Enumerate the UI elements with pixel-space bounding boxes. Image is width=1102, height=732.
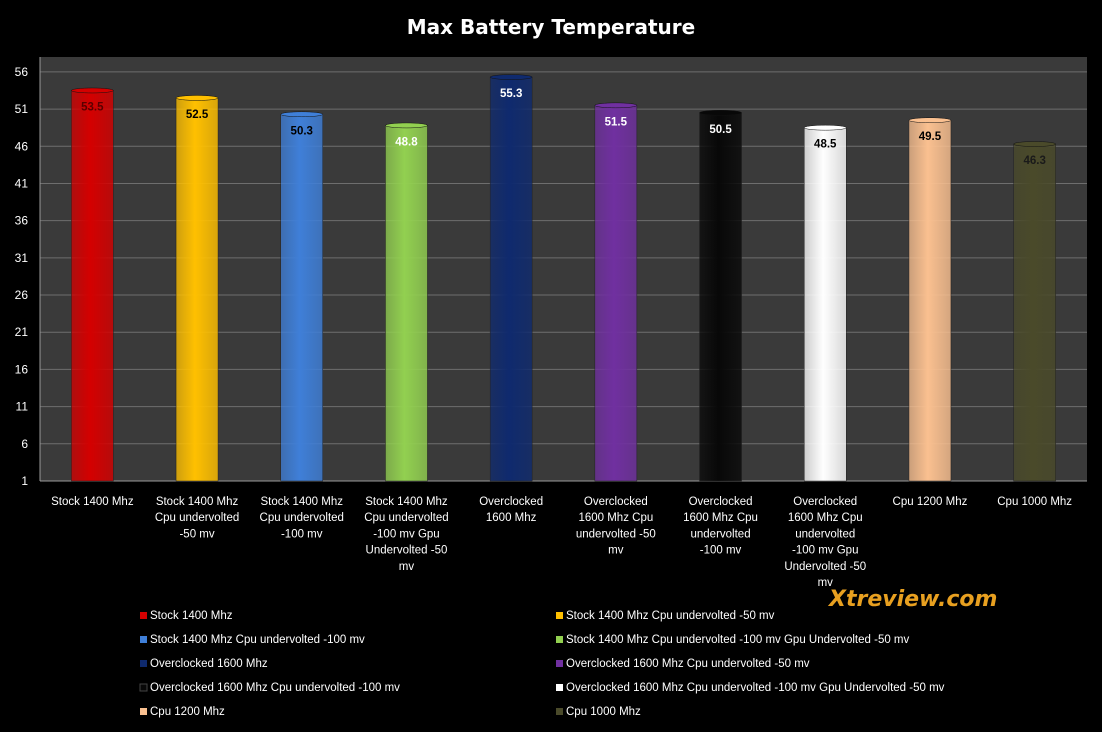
watermark: Xtreview.com bbox=[827, 587, 997, 612]
data-label: 50.3 bbox=[291, 125, 313, 137]
y-tick-label: 36 bbox=[15, 214, 29, 228]
x-category-label: Overclocked 1600 Mhz Cpu undervolted -100 m… bbox=[683, 496, 758, 557]
legend-swatch bbox=[556, 660, 563, 667]
legend-label: Stock 1400 Mhz Cpu undervolted -100 mv bbox=[150, 634, 365, 646]
x-category-label: Stock 1400 Mhz Cpu undervolted -100 mv bbox=[260, 496, 344, 540]
bar-cap bbox=[71, 87, 114, 94]
legend-label: Overclocked 1600 Mhz bbox=[150, 658, 268, 670]
x-category-label: Stock 1400 Mhz bbox=[51, 496, 134, 508]
x-category-label: Stock 1400 Mhz Cpu undervolted -50 mv bbox=[155, 496, 239, 540]
legend-swatch bbox=[556, 612, 563, 619]
data-label: 46.3 bbox=[1023, 155, 1045, 167]
chart-title: Max Battery Temperature bbox=[407, 15, 695, 39]
bar bbox=[1013, 143, 1056, 482]
legend-swatch bbox=[139, 683, 148, 692]
bar-cap bbox=[1013, 141, 1056, 147]
legend-label: Cpu 1000 Mhz bbox=[566, 706, 641, 718]
legend-label: Overclocked 1600 Mhz Cpu undervolted -50… bbox=[566, 658, 810, 670]
bar bbox=[489, 76, 533, 482]
y-tick-label: 51 bbox=[15, 102, 29, 116]
x-category-label: Overclocked 1600 Mhz Cpu undervolted -50 mv bbox=[576, 496, 656, 557]
legend-swatch bbox=[556, 684, 563, 691]
y-tick-label: 46 bbox=[15, 139, 29, 153]
x-category-label: Cpu 1200 Mhz bbox=[893, 496, 968, 508]
y-tick-label: 1 bbox=[21, 474, 28, 488]
bar bbox=[699, 112, 742, 482]
legend-label: Overclocked 1600 Mhz Cpu undervolted -10… bbox=[566, 682, 945, 694]
legend-swatch bbox=[556, 708, 563, 715]
legend-label: Overclocked 1600 Mhz Cpu undervolted -10… bbox=[150, 682, 400, 694]
data-label: 48.8 bbox=[395, 136, 418, 148]
x-category-label: Stock 1400 Mhz Cpu undervolted -100 mv Gpu… bbox=[364, 496, 448, 573]
bar bbox=[385, 125, 428, 482]
y-tick-label: 16 bbox=[15, 362, 29, 376]
bar-cap bbox=[699, 110, 742, 116]
bar bbox=[908, 119, 952, 482]
y-tick-label: 6 bbox=[21, 437, 28, 451]
bar bbox=[175, 97, 219, 482]
legend-swatch bbox=[140, 708, 147, 715]
bar bbox=[280, 114, 323, 482]
data-label: 48.5 bbox=[814, 139, 837, 151]
x-category-label: Overclocked 1600 Mhz bbox=[479, 496, 543, 524]
bar bbox=[804, 127, 847, 482]
bar-cap bbox=[385, 122, 428, 129]
x-category-label: Overclocked 1600 Mhz Cpu undervolted -100 m… bbox=[784, 496, 866, 589]
legend-swatch bbox=[140, 612, 147, 619]
data-label: 55.3 bbox=[500, 88, 522, 100]
data-label: 53.5 bbox=[81, 101, 104, 113]
bar-cap bbox=[280, 111, 323, 118]
y-tick-label: 56 bbox=[15, 65, 29, 79]
bar-cap bbox=[804, 124, 847, 131]
legend-label: Cpu 1200 Mhz bbox=[150, 706, 225, 718]
data-label: 50.5 bbox=[709, 124, 732, 136]
bar bbox=[594, 105, 638, 482]
legend-label: Stock 1400 Mhz Cpu undervolted -50 mv bbox=[566, 610, 775, 622]
y-tick-label: 11 bbox=[16, 400, 29, 414]
legend: Stock 1400 Mhz Stock 1400 Mhz Cpu undervo… bbox=[139, 610, 945, 718]
data-label: 52.5 bbox=[186, 109, 209, 121]
y-tick-label: 21 bbox=[15, 325, 29, 339]
x-category-label: Cpu 1000 Mhz bbox=[997, 496, 1072, 508]
data-label: 49.5 bbox=[919, 131, 942, 143]
bar-cap bbox=[594, 102, 638, 109]
y-tick-label: 26 bbox=[15, 288, 29, 302]
bar bbox=[71, 90, 114, 482]
bar-cap bbox=[908, 117, 952, 123]
legend-label: Stock 1400 Mhz bbox=[150, 610, 233, 622]
y-tick-label: 41 bbox=[15, 176, 29, 190]
bar-cap bbox=[489, 74, 533, 80]
bar-cap bbox=[175, 95, 219, 101]
legend-label: Stock 1400 Mhz Cpu undervolted -100 mv G… bbox=[566, 634, 910, 646]
y-tick-label: 31 bbox=[15, 251, 29, 265]
data-label: 51.5 bbox=[605, 116, 628, 128]
legend-swatch bbox=[140, 636, 147, 643]
legend-swatch bbox=[140, 660, 147, 667]
x-axis-categories: Stock 1400 Mhz Stock 1400 Mhz Cpu undervol… bbox=[51, 496, 1072, 589]
bars: 53.5 52.5 50.3 48.8 55.3 51.5 50.5 48.5 49.5 46.3 bbox=[71, 74, 1056, 482]
legend-swatch bbox=[556, 636, 563, 643]
